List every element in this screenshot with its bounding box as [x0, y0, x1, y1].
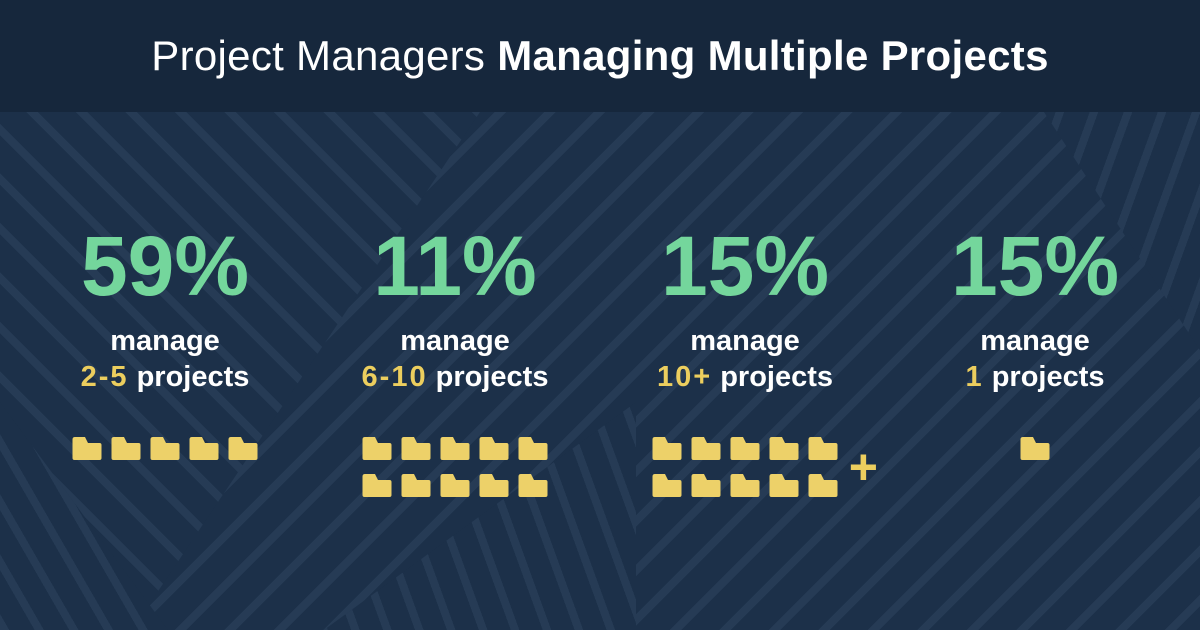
folder-row: [652, 436, 838, 461]
folder-row: [72, 436, 258, 461]
page-title: Project Managers Managing Multiple Proje…: [151, 32, 1048, 80]
folder-row: [652, 473, 838, 498]
folder-icon: [479, 473, 509, 497]
stat-percent: 11%: [373, 219, 537, 313]
folder-grid: +: [652, 436, 878, 498]
stat-range-highlight: 10+: [656, 360, 713, 393]
folder-icon: [228, 436, 258, 460]
folder-icon: [362, 436, 392, 460]
folder-icon: [808, 436, 838, 460]
folder-icon: [440, 436, 470, 460]
page-title-bold: Managing Multiple Projects: [497, 32, 1049, 79]
stat-line-manage: manage: [980, 325, 1090, 357]
folder-icon: [362, 473, 392, 497]
folder-icon: [401, 436, 431, 460]
stat-percent: 59%: [80, 219, 250, 313]
folder-icon: [440, 473, 470, 497]
stat-column-2-5: 59% manage 2-5 projects: [20, 224, 310, 630]
folder-row: [1020, 436, 1050, 461]
folder-group: [20, 436, 310, 461]
stat-line-projects: 6-10 projects: [310, 360, 600, 396]
header-band: Project Managers Managing Multiple Proje…: [0, 0, 1200, 112]
folder-icon: [111, 436, 141, 460]
folder-icon: [652, 473, 682, 497]
stat-line-manage: manage: [110, 325, 220, 357]
folder-icon: [691, 436, 721, 460]
stat-range-highlight: 2-5: [80, 360, 129, 393]
stat-line-projects: 10+ projects: [600, 360, 890, 396]
stat-column-1: 15% manage 1 projects: [890, 224, 1180, 630]
folder-icon: [769, 436, 799, 460]
folder-group: +: [600, 436, 890, 498]
folder-group: [890, 436, 1180, 461]
background-pattern: [0, 112, 1200, 630]
folder-row: [362, 436, 548, 461]
stat-column-10-plus: 15% manage 10+ projects +: [600, 224, 890, 630]
stat-range-suffix: projects: [136, 360, 250, 393]
folder-icon: [518, 473, 548, 497]
folder-icon: [730, 436, 760, 460]
stat-range-suffix: projects: [991, 360, 1105, 393]
folder-icon: [652, 436, 682, 460]
stat-range-suffix: projects: [720, 360, 834, 393]
page-title-regular: Project Managers: [151, 32, 486, 79]
folder-icon: [769, 473, 799, 497]
stat-line-manage: manage: [400, 325, 510, 357]
folder-grid: [1020, 436, 1050, 461]
stat-range-suffix: projects: [435, 360, 549, 393]
stat-column-6-10: 11% manage 6-10 projects: [310, 224, 600, 630]
stat-line-projects: 2-5 projects: [20, 360, 310, 396]
folder-icon: [72, 436, 102, 460]
folder-group: [310, 436, 600, 498]
folder-icon: [150, 436, 180, 460]
stat-percent: 15%: [660, 219, 830, 313]
stats-row: 59% manage 2-5 projects 11% manage 6-10 …: [0, 112, 1200, 630]
folder-icon: [189, 436, 219, 460]
stat-line-manage: manage: [690, 325, 800, 357]
folder-icon: [518, 436, 548, 460]
folder-icon: [808, 473, 838, 497]
stat-range-highlight: 6-10: [361, 360, 428, 393]
folder-icon: [1020, 436, 1050, 460]
stat-line-projects: 1 projects: [890, 360, 1180, 396]
stat-range-highlight: 1: [965, 360, 984, 393]
folder-icon: [691, 473, 721, 497]
folder-grid: [72, 436, 258, 461]
folder-icon: [479, 436, 509, 460]
plus-icon: +: [848, 438, 878, 495]
folder-icon: [730, 473, 760, 497]
folder-icon: [401, 473, 431, 497]
folder-grid: [362, 436, 548, 498]
stat-percent: 15%: [950, 219, 1120, 313]
folder-row: [362, 473, 548, 498]
